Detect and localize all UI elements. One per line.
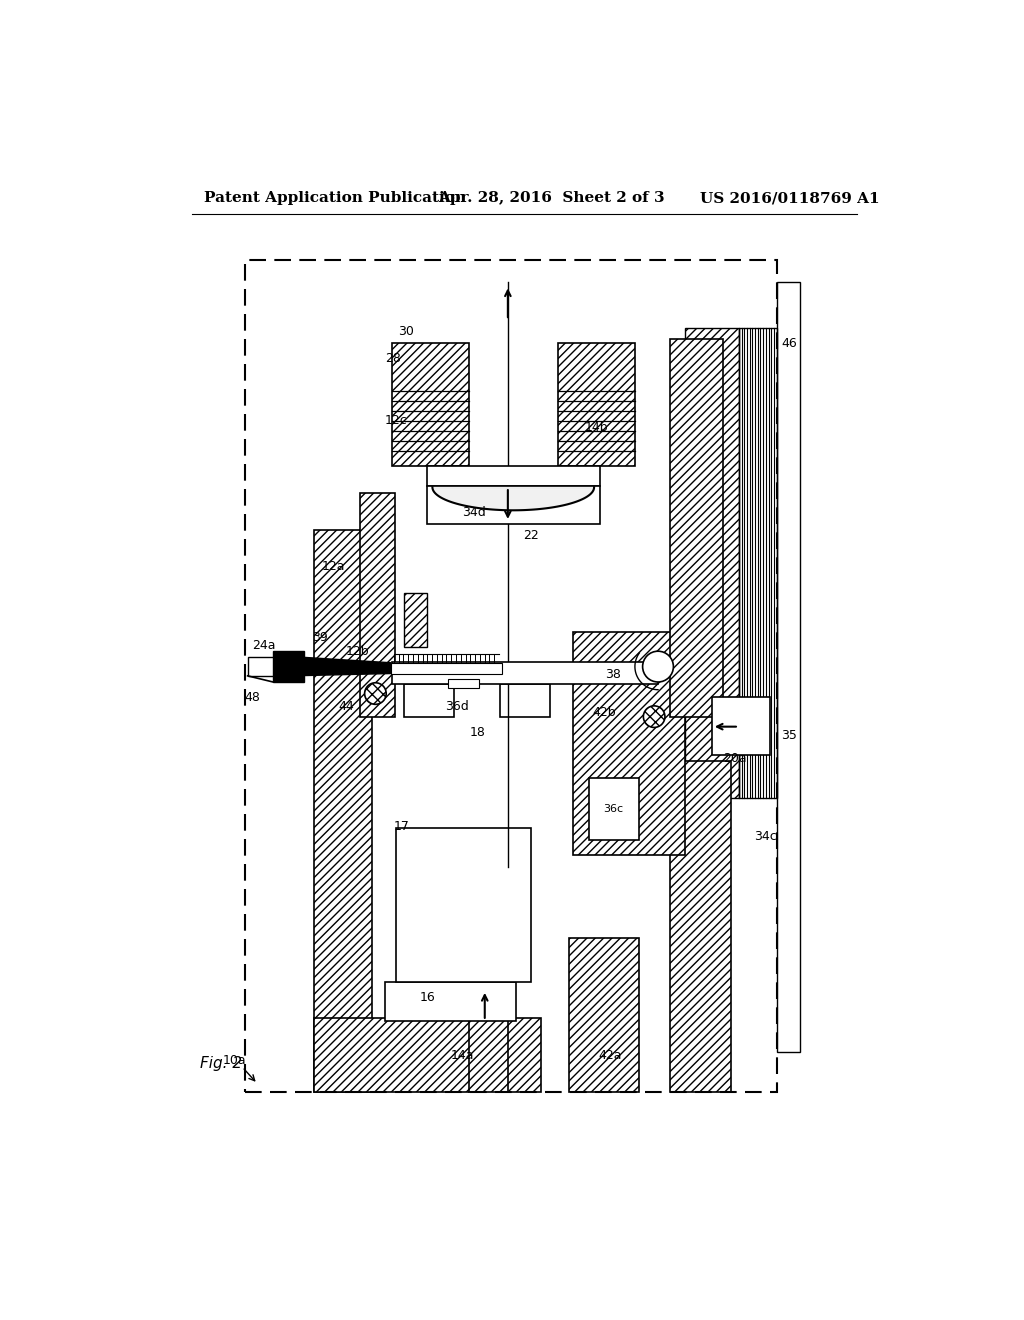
Bar xyxy=(245,260,777,1092)
Text: 10a: 10a xyxy=(223,1055,247,1068)
Text: 46: 46 xyxy=(781,337,797,350)
Text: US 2016/0118769 A1: US 2016/0118769 A1 xyxy=(700,191,880,206)
Text: 14b: 14b xyxy=(585,421,608,434)
Bar xyxy=(569,937,639,1092)
Bar xyxy=(500,684,550,717)
Bar xyxy=(712,697,770,755)
Bar xyxy=(739,327,777,797)
Text: 42a: 42a xyxy=(599,1049,623,1063)
Circle shape xyxy=(365,682,386,705)
Bar xyxy=(685,327,739,797)
Text: 35: 35 xyxy=(781,730,797,742)
Bar xyxy=(573,632,685,855)
Text: 14a: 14a xyxy=(451,1049,474,1063)
Bar xyxy=(392,663,658,684)
Bar xyxy=(447,678,478,688)
Text: 28: 28 xyxy=(385,352,400,366)
Text: 34d: 34d xyxy=(462,506,485,519)
Bar xyxy=(391,663,503,673)
Text: 30: 30 xyxy=(398,325,415,338)
Text: 20a: 20a xyxy=(724,752,748,766)
Text: 24a: 24a xyxy=(252,639,275,652)
Bar xyxy=(670,760,731,1092)
Text: 39: 39 xyxy=(312,631,328,644)
Bar xyxy=(427,486,600,524)
Text: 38: 38 xyxy=(605,668,621,681)
Bar xyxy=(777,281,801,1052)
Text: 36d: 36d xyxy=(444,700,468,713)
Bar xyxy=(392,343,469,466)
Bar xyxy=(670,339,724,717)
Text: 42b: 42b xyxy=(593,706,616,719)
Bar xyxy=(396,829,531,982)
Text: 18: 18 xyxy=(469,726,485,739)
Bar xyxy=(248,657,273,676)
Polygon shape xyxy=(292,657,391,676)
Bar xyxy=(360,494,394,717)
Bar xyxy=(313,1019,541,1092)
Bar xyxy=(403,594,427,647)
Text: 48: 48 xyxy=(245,690,260,704)
Text: 12b: 12b xyxy=(345,644,369,657)
Text: Apr. 28, 2016  Sheet 2 of 3: Apr. 28, 2016 Sheet 2 of 3 xyxy=(438,191,666,206)
Text: 22: 22 xyxy=(523,529,539,543)
Text: 16: 16 xyxy=(419,991,435,1005)
Text: 34c: 34c xyxy=(755,829,777,842)
Bar xyxy=(589,779,639,840)
Bar xyxy=(385,982,515,1020)
Text: 17: 17 xyxy=(394,820,410,833)
Circle shape xyxy=(643,651,674,682)
Polygon shape xyxy=(273,651,304,682)
Bar xyxy=(427,466,600,486)
Bar xyxy=(558,343,635,466)
Text: Fig. 2: Fig. 2 xyxy=(200,1056,242,1071)
Circle shape xyxy=(643,706,665,727)
Bar xyxy=(313,529,372,1092)
Bar xyxy=(403,684,454,717)
Text: 12a: 12a xyxy=(322,560,345,573)
Text: Patent Application Publication: Patent Application Publication xyxy=(204,191,466,206)
Text: 12c: 12c xyxy=(385,413,408,426)
Text: 36c: 36c xyxy=(603,804,624,814)
Text: 44: 44 xyxy=(339,700,354,713)
